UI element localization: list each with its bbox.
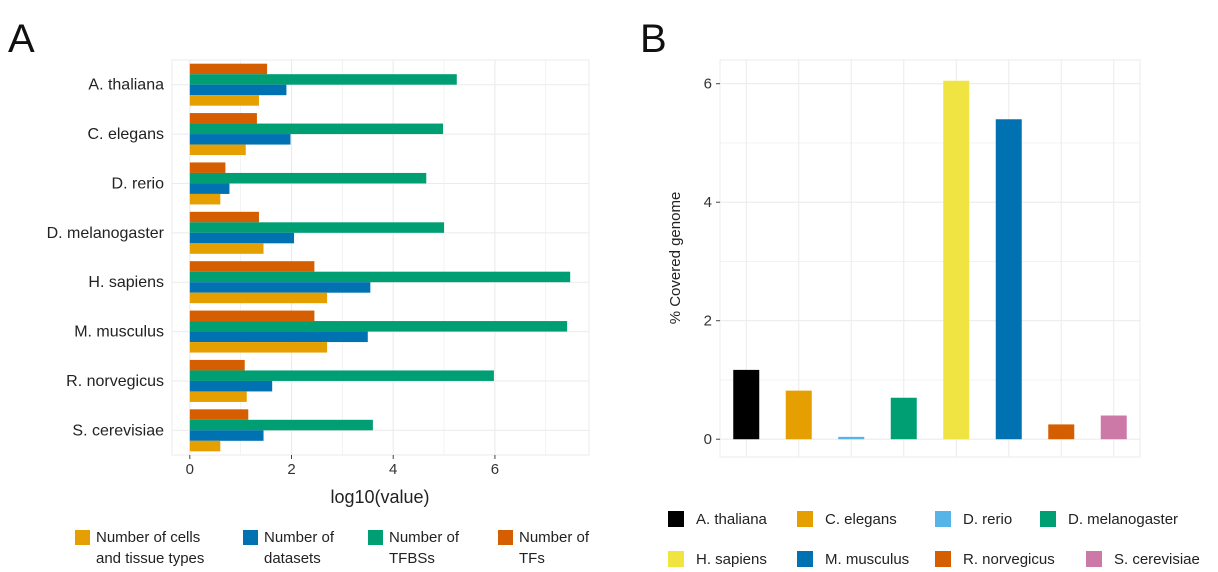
legend-label-s-cerevisiae: S. cerevisiae (1114, 551, 1200, 568)
bar-d-melanogaster-number-of-tfbss (189, 222, 445, 233)
legend-label-line1: Number of (389, 529, 460, 546)
bar-h-sapiens (943, 80, 970, 440)
bar-a-thaliana-number-of-cells-and-tissue-types (189, 95, 259, 106)
bar-s-cerevisiae-number-of-datasets (189, 430, 264, 441)
category-label-a-thaliana: A. thaliana (88, 77, 164, 94)
legend-swatch-number-of-datasets (243, 530, 258, 545)
legend-label-d-melanogaster: D. melanogaster (1068, 511, 1178, 528)
bar-d-melanogaster-number-of-cells-and-tissue-types (189, 243, 264, 254)
y-tick-label-4: 4 (704, 194, 712, 211)
legend-label-line1: Number of cells (96, 529, 200, 546)
legend-swatch-s-cerevisiae (1086, 551, 1102, 567)
legend-label-line2: and tissue types (96, 550, 204, 567)
panel-b-y-axis-title: % Covered genome (667, 192, 684, 325)
x-tick-label-6: 6 (491, 461, 499, 478)
x-tick-label-0: 0 (186, 461, 194, 478)
legend-swatch-d-rerio (935, 511, 951, 527)
bar-s-cerevisiae-number-of-tfbss (189, 419, 373, 431)
bar-c-elegans-number-of-tfbss (189, 123, 444, 135)
legend-swatch-number-of-tfbss (368, 530, 383, 545)
panel-b-y-ticks: 0 2 4 6 (704, 76, 720, 448)
panel-a-bars (189, 63, 571, 452)
legend-label-m-musculus: M. musculus (825, 551, 909, 568)
panel-b-chart: 0 2 4 6 % Covered genome A. thaliana C. eleg… (667, 59, 1200, 568)
bar-c-elegans-number-of-cells-and-tissue-types (189, 144, 246, 156)
legend-label-line2: TFBSs (389, 550, 435, 567)
bar-a-thaliana-number-of-tfs (189, 63, 268, 75)
bar-r-norvegicus-number-of-tfs (189, 359, 245, 371)
bar-a-thaliana-number-of-tfbss (189, 74, 457, 85)
legend-label-h-sapiens: H. sapiens (696, 551, 767, 568)
panel-b-plot-area (719, 59, 1141, 458)
bar-d-melanogaster-number-of-datasets (189, 232, 295, 244)
legend-swatch-d-melanogaster (1040, 511, 1056, 527)
y-tick-label-6: 6 (704, 76, 712, 93)
bar-s-cerevisiae-number-of-cells-and-tissue-types (189, 440, 221, 452)
bar-m-musculus (995, 119, 1022, 440)
panel-a-chart: A. thaliana C. elegans D. rerio D. melanoga… (47, 59, 590, 567)
legend-label-a-thaliana: A. thaliana (696, 511, 768, 528)
bar-r-norvegicus-number-of-datasets (189, 380, 273, 392)
bar-a-thaliana (733, 369, 760, 440)
panel-a-x-axis-title: log10(value) (330, 487, 429, 507)
category-label-r-norvegicus: R. norvegicus (66, 373, 164, 390)
bar-d-melanogaster-number-of-tfs (189, 211, 259, 223)
bar-m-musculus-number-of-tfbss (189, 321, 568, 332)
bar-d-rerio-number-of-cells-and-tissue-types (189, 193, 221, 205)
bar-a-thaliana-number-of-datasets (189, 84, 287, 96)
panel-a-legend: Number of cells and tissue types Number of… (75, 529, 590, 567)
legend-swatch-a-thaliana (668, 511, 684, 527)
bar-c-elegans (785, 390, 812, 440)
y-tick-label-2: 2 (704, 313, 712, 330)
panel-b-letter: B (640, 17, 667, 61)
legend-swatch-number-of-cells-and-tissue-types (75, 530, 90, 545)
bar-d-rerio-number-of-tfs (189, 162, 226, 173)
legend-label-line2: TFs (519, 550, 545, 567)
bar-s-cerevisiae-number-of-tfs (189, 409, 249, 420)
bar-m-musculus-number-of-cells-and-tissue-types (189, 342, 328, 353)
bar-d-rerio-number-of-tfbss (189, 172, 427, 184)
bar-r-norvegicus-number-of-cells-and-tissue-types (189, 391, 247, 402)
legend-swatch-number-of-tfs (498, 530, 513, 545)
panel-a-x-ticks: 0 2 4 6 (186, 455, 499, 478)
legend-label-c-elegans: C. elegans (825, 511, 897, 528)
bar-d-rerio (838, 436, 865, 440)
legend-label-r-norvegicus: R. norvegicus (963, 551, 1055, 568)
legend-swatch-h-sapiens (668, 551, 684, 567)
bar-m-musculus-number-of-datasets (189, 331, 368, 343)
panel-b-bars (733, 80, 1127, 440)
y-tick-label-0: 0 (704, 431, 712, 448)
bar-s-cerevisiae (1100, 415, 1127, 440)
panel-a-category-labels: A. thaliana C. elegans D. rerio D. melanoga… (47, 77, 165, 440)
category-label-s-cerevisiae: S. cerevisiae (72, 422, 164, 439)
legend-swatch-m-musculus (797, 551, 813, 567)
bar-m-musculus-number-of-tfs (189, 310, 315, 322)
legend-label-line1: Number of (264, 529, 335, 546)
panel-a-letter: A (8, 17, 35, 61)
category-label-d-rerio: D. rerio (112, 175, 165, 192)
bar-h-sapiens-number-of-tfs (189, 261, 315, 272)
category-label-h-sapiens: H. sapiens (88, 274, 164, 291)
x-tick-label-2: 2 (287, 461, 295, 478)
category-label-c-elegans: C. elegans (88, 126, 165, 143)
category-label-m-musculus: M. musculus (74, 324, 164, 341)
category-label-d-melanogaster: D. melanogaster (47, 225, 165, 242)
bar-c-elegans-number-of-tfs (189, 113, 257, 124)
bar-d-melanogaster (890, 397, 917, 440)
bar-h-sapiens-number-of-tfbss (189, 271, 571, 283)
x-tick-label-4: 4 (389, 461, 397, 478)
bar-d-rerio-number-of-datasets (189, 183, 230, 194)
bar-h-sapiens-number-of-cells-and-tissue-types (189, 292, 328, 304)
legend-label-d-rerio: D. rerio (963, 511, 1012, 528)
bar-c-elegans-number-of-datasets (189, 134, 291, 145)
legend-label-line1: Number of (519, 529, 590, 546)
legend-swatch-r-norvegicus (935, 551, 951, 567)
bar-r-norvegicus (1048, 424, 1075, 440)
bar-r-norvegicus-number-of-tfbss (189, 370, 494, 381)
legend-swatch-c-elegans (797, 511, 813, 527)
legend-label-line2: datasets (264, 550, 321, 567)
panel-b-legend: A. thaliana C. elegans D. rerio D. melanoga… (668, 511, 1200, 568)
bar-h-sapiens-number-of-datasets (189, 282, 371, 293)
